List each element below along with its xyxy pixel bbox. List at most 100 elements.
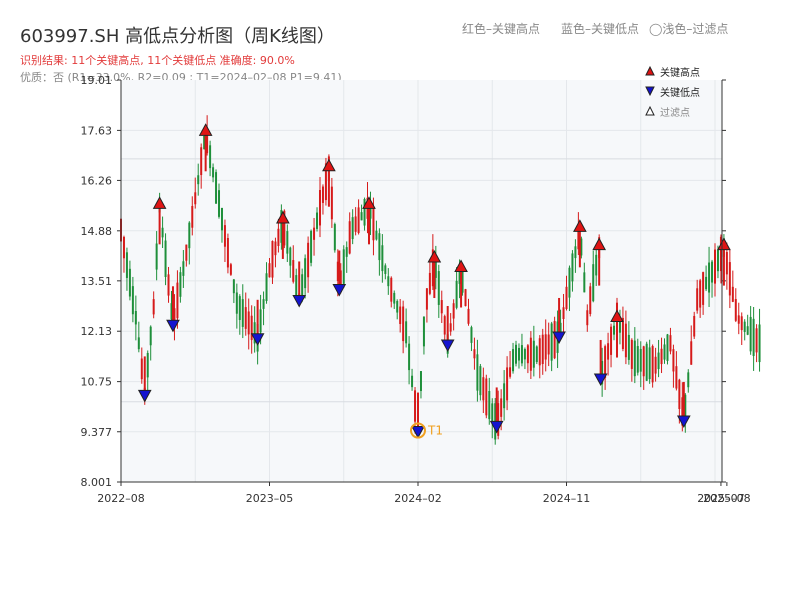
candle-body [532,340,535,368]
candle-body [274,241,277,256]
x-tick-label: 2024–11 [543,492,591,505]
candle-body [734,299,737,321]
candle-body [485,378,488,416]
candle-body [523,349,526,360]
candle-body [206,129,209,154]
candle-body [200,147,203,176]
candle-body [324,163,327,201]
candle-body [621,317,624,350]
candle-body [137,337,140,350]
candle-body [737,315,740,324]
candle-body [179,272,182,297]
legend-label: 过滤点 [660,106,690,119]
candle-body [372,206,375,241]
candle-body [321,186,324,203]
x-tick-label: 2023–05 [246,492,294,505]
key-low-marker [166,319,180,333]
legend-circle-text: ◯浅色–过滤点 [649,22,729,36]
candle-body [580,238,583,256]
candle-body [369,205,372,219]
candle-body [544,334,547,360]
candle-body [161,227,164,238]
candle-body [461,265,464,293]
candle-body [408,343,411,371]
candle-body [613,325,616,335]
key-low-marker [593,373,608,387]
candle-body [289,247,292,266]
candle-body [693,315,696,337]
y-tick-label: 16.26 [81,174,113,187]
candle-body [731,286,734,302]
candle-body [402,306,405,342]
candle-body [681,397,684,426]
candle-body [431,249,434,287]
candle-body [330,186,333,220]
candle-body [708,262,711,293]
y-tick-label: 17.63 [81,124,113,137]
candle-body [592,264,595,302]
candle-body [758,324,761,363]
chart-title: 603997.SH 高低点分析图（周K线图） [20,26,335,47]
legend-blue-text: 蓝色–关键低点 [561,22,640,36]
legend-label: 关键高点 [660,66,700,79]
x-tick-label: 2025–07 [697,492,745,505]
candle-body [515,344,518,364]
candle-body [191,205,194,228]
legend-label: 关键低点 [660,86,700,99]
candle-body [541,334,544,365]
candle-body [390,277,393,302]
candle-body [746,326,749,335]
candle-body [212,167,215,178]
x-tick-label: 2022–08 [97,492,145,505]
y-tick-label: 10.75 [81,376,113,389]
candle-body [618,320,621,333]
y-tick-label: 14.88 [81,225,113,238]
candle-body [675,366,678,389]
candle-body [268,263,271,278]
key-high-marker [717,237,731,251]
candle-body [639,348,642,372]
key-high-marker [276,210,290,224]
candle-body [654,356,657,374]
key-high-marker [322,158,336,172]
legend-marker [645,105,655,116]
candle-body [399,306,402,325]
candle-body [482,377,485,401]
candle-body [467,308,470,324]
candle-body [517,347,520,361]
candle-body [351,217,354,240]
key-low-marker [292,294,307,308]
key-high-marker [573,219,587,232]
y-tick-label: 13.51 [81,275,113,288]
candle-body [292,260,295,282]
candle-body [295,275,298,296]
legend-marker [645,86,655,97]
candle-body [170,303,173,320]
candle-body [348,221,351,254]
candle-body [241,299,244,327]
candle-body [333,224,336,251]
candle-body [740,316,743,331]
candle-body [405,321,408,344]
candle-body [152,299,155,315]
candle-body [140,358,143,380]
candle-body [559,322,562,334]
candle-body [725,252,728,275]
candle-body [176,282,179,319]
candle-body [449,323,452,332]
y-tick-label: 19.01 [81,74,113,87]
key-high-marker [362,196,376,209]
candle-body [666,334,669,361]
candle-body [209,145,212,169]
candle-body [128,268,131,297]
candle-body [226,238,229,268]
candle-body [419,371,422,392]
candle-body [301,274,304,299]
candle-body [250,315,253,341]
candle-body [633,340,636,377]
legend-red-text: 红色–关键高点 [462,22,541,36]
candle-body [235,292,238,314]
candle-body [690,341,693,365]
candle-body [437,271,440,305]
candle-body [473,349,476,359]
